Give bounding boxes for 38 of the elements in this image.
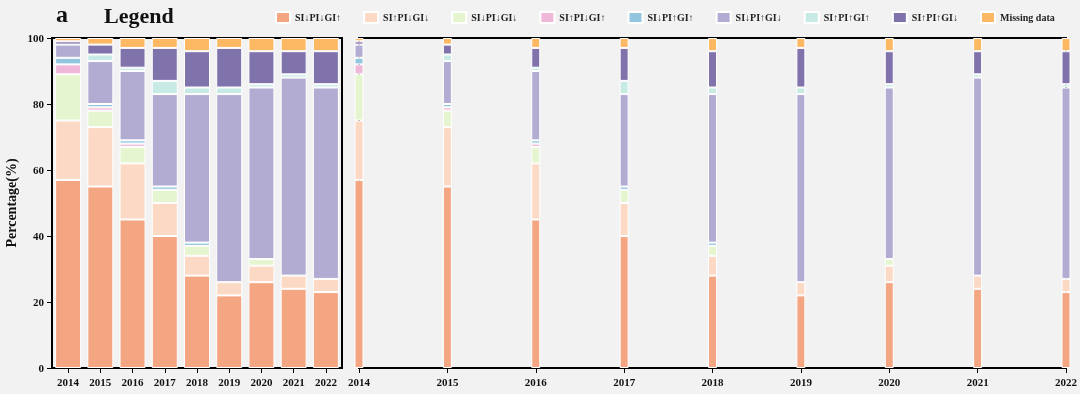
x-tick-label: 2016: [524, 375, 548, 388]
x-tick-label: 2017: [613, 375, 636, 388]
legend-label: SI↑PI↑GI↓: [911, 12, 958, 23]
x-tick-label: 2018: [701, 375, 724, 388]
y-tick-label: 20: [33, 296, 45, 308]
y-axis-title: Percentage(%): [3, 158, 20, 248]
x-tick-label: 2021: [966, 375, 989, 388]
legend-label: Missing data: [999, 12, 1055, 23]
x-tick-label: 2015: [436, 375, 459, 388]
x-tick-label: 2017: [153, 375, 177, 388]
x-tick-label: 2015: [89, 375, 112, 388]
legend-label: SI↓PI↓GI↑: [295, 12, 342, 23]
legend-label: SI↑PI↑GI↑: [823, 12, 870, 23]
bar: [531, 71, 541, 141]
x-tick-label: 2014: [348, 375, 371, 388]
chart-title: a: [56, 1, 68, 27]
legend-label: SI↑PI↓GI↑: [559, 12, 606, 23]
x-tick-label: 2020: [878, 375, 901, 388]
bar: [119, 71, 146, 141]
y-tick-label: 40: [33, 230, 45, 242]
x-tick-label: 2016: [121, 375, 145, 388]
legend-label: SI↓PI↑GI↓: [735, 12, 782, 23]
x-tick-label: 2019: [218, 375, 241, 388]
y-tick-label: 80: [33, 98, 45, 110]
x-tick-label: 2019: [789, 375, 813, 388]
x-tick-label: 2022: [1055, 375, 1078, 388]
x-tick-label: 2022: [314, 375, 338, 388]
legend-label: SI↑PI↓GI↓: [383, 12, 430, 23]
legend-label: SI↓PI↑GI↑: [647, 12, 694, 23]
x-tick-label: 2020: [250, 375, 273, 388]
y-tick-label: 60: [33, 164, 45, 176]
y-tick-label: 0: [38, 362, 45, 374]
legend-label: SI↓PI↓GI↓: [471, 12, 518, 23]
legend-title: Legend: [104, 2, 174, 28]
x-tick-label: 2014: [57, 375, 80, 388]
y-tick-label: 100: [27, 32, 45, 44]
x-tick-label: 2021: [282, 375, 305, 388]
x-tick-label: 2018: [186, 375, 209, 388]
